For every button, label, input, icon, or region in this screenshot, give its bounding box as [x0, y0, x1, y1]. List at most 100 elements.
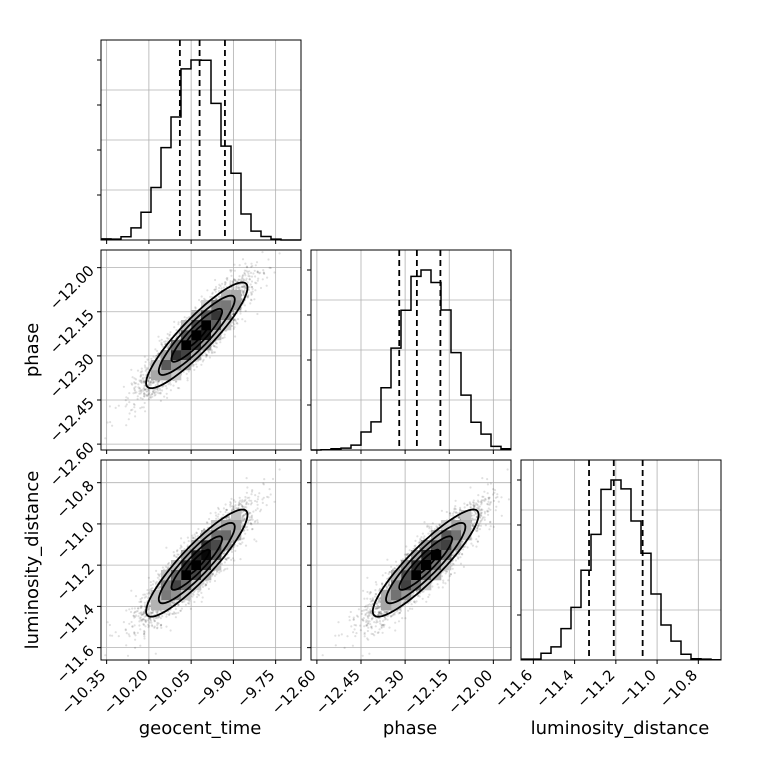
scatter-point	[136, 369, 140, 372]
scatter-point	[161, 389, 164, 392]
scatter-point	[256, 271, 259, 274]
scatter-point	[133, 388, 136, 391]
scatter-point	[131, 408, 134, 411]
scatter-point	[238, 275, 241, 278]
scatter-point	[214, 511, 217, 514]
scatter-point	[177, 323, 180, 326]
scatter-point	[175, 380, 178, 383]
scatter-point	[133, 607, 136, 610]
scatter-point	[111, 424, 114, 427]
scatter-point	[174, 616, 177, 619]
scatter-point	[202, 358, 205, 361]
scatter-point	[134, 410, 137, 413]
scatter-point	[154, 390, 157, 393]
scatter-point	[186, 379, 189, 382]
scatter-point	[125, 424, 128, 427]
scatter-point	[223, 281, 227, 284]
scatter-point	[159, 389, 162, 392]
scatter-point	[271, 477, 275, 481]
scatter-point	[131, 383, 134, 386]
scatter-point	[248, 286, 251, 289]
scatter-point	[166, 332, 169, 336]
scatter-point	[143, 355, 146, 358]
scatter-point	[215, 288, 218, 291]
scatter-point	[178, 331, 181, 334]
scatter-point	[273, 271, 276, 274]
scatter-point	[133, 377, 136, 380]
scatter-point	[250, 275, 254, 278]
scatter-point	[165, 546, 168, 549]
scatter-point	[250, 265, 253, 268]
scatter-point	[262, 271, 265, 274]
scatter-point	[143, 395, 146, 398]
scatter-point	[164, 384, 167, 388]
scatter-point	[252, 272, 255, 275]
scatter-point	[209, 295, 212, 298]
scatter-point	[251, 287, 254, 290]
scatter-point	[261, 278, 264, 281]
scatter-point	[135, 382, 138, 385]
scatter-point	[144, 366, 147, 369]
scatter-point	[156, 349, 159, 353]
scatter-point	[146, 366, 149, 369]
scatter-point	[211, 292, 214, 295]
scatter-point	[152, 355, 155, 358]
scatter-point	[208, 356, 211, 359]
scatter-point	[131, 376, 134, 379]
scatter-point	[251, 528, 254, 531]
scatter-point	[248, 275, 251, 278]
scatter-point	[250, 262, 253, 265]
scatter-point	[137, 386, 140, 389]
scatter-point	[233, 323, 236, 326]
scatter-point	[169, 389, 172, 392]
scatter-point	[177, 321, 180, 324]
scatter-point	[243, 269, 246, 272]
scatter-point	[137, 383, 140, 386]
scatter-point	[230, 274, 233, 277]
scatter-point	[261, 251, 264, 254]
scatter-point	[222, 286, 225, 289]
scatter-point	[241, 276, 244, 279]
scatter-point	[244, 262, 247, 265]
scatter-point	[241, 285, 244, 288]
scatter-point	[155, 354, 158, 358]
scatter-point	[239, 310, 242, 313]
scatter-point	[173, 320, 176, 323]
scatter-point	[149, 361, 152, 364]
scatter-point	[122, 621, 125, 624]
scatter-point	[143, 637, 146, 640]
scatter-point	[130, 368, 133, 371]
scatter-point	[185, 372, 188, 375]
scatter-point	[278, 252, 281, 255]
scatter-point	[138, 379, 141, 382]
scatter-point	[154, 393, 157, 396]
scatter-point	[249, 302, 252, 305]
scatter-point	[246, 296, 249, 299]
scatter-point	[127, 418, 130, 421]
scatter-point	[196, 534, 199, 538]
scatter-point	[214, 285, 218, 289]
scatter-point	[143, 395, 146, 398]
scatter-point	[244, 309, 247, 312]
scatter-point	[233, 263, 236, 266]
scatter-point	[133, 403, 136, 406]
scatter-point	[128, 401, 131, 404]
scatter-point	[257, 277, 260, 280]
scatter-point	[160, 338, 163, 341]
scatter-point	[175, 329, 178, 332]
scatter-point	[143, 384, 146, 387]
scatter-point	[142, 406, 145, 409]
scatter-point	[221, 282, 224, 285]
scatter-point	[147, 379, 150, 383]
scatter-point	[136, 395, 139, 398]
scatter-point	[195, 365, 198, 368]
scatter-point	[179, 547, 182, 550]
scatter-point	[174, 380, 177, 383]
scatter-point	[150, 357, 153, 360]
scatter-point	[195, 363, 198, 366]
scatter-point	[114, 406, 117, 409]
scatter-point	[164, 340, 167, 343]
scatter-point	[141, 397, 144, 400]
scatter-point	[187, 540, 190, 543]
scatter-point	[144, 369, 147, 372]
